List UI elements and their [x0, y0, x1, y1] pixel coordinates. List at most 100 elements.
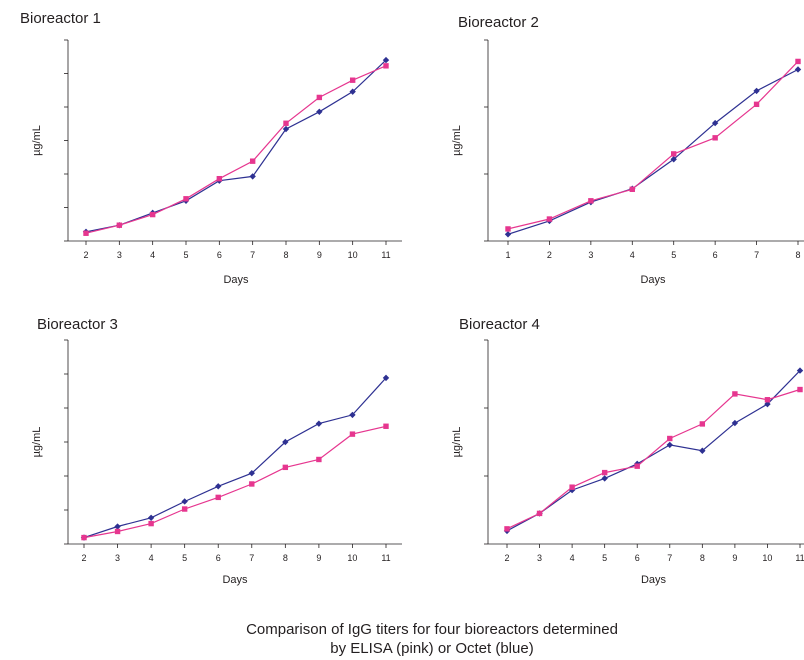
- elisa-series-point: [699, 421, 706, 427]
- octet-series-line: [83, 377, 387, 539]
- octet-series-point: [181, 498, 188, 505]
- x-axis-label: Days: [222, 574, 248, 586]
- chart-title: Bioreactor 4: [459, 316, 540, 333]
- x-tick-label: 5: [183, 250, 188, 260]
- octet-series-point: [794, 66, 802, 73]
- y-axis-label: µg/mL: [451, 427, 463, 458]
- elisa-series-point: [216, 175, 223, 182]
- elisa-series-point: [764, 397, 771, 403]
- x-axis-label: Days: [223, 274, 249, 286]
- chart-bioreactor-2: Bioreactor 2 1 2 3 4 5 6 7 8 Days µg/mL: [451, 14, 804, 286]
- x-tick-label: 4: [570, 553, 575, 563]
- x-tick-label: 4: [149, 553, 154, 563]
- elisa-series-point: [149, 211, 156, 218]
- elisa-series-point: [505, 226, 511, 232]
- x-axis-label: Days: [640, 274, 666, 286]
- x-axis-label: Days: [641, 574, 667, 586]
- elisa-series-point: [634, 463, 640, 469]
- elisa-series-point: [667, 435, 673, 442]
- octet-series-point: [114, 523, 121, 530]
- x-tick-label: 5: [182, 553, 187, 563]
- x-tick-label: 8: [700, 553, 705, 563]
- x-tick-label: 9: [317, 250, 322, 260]
- elisa-series-line: [506, 388, 801, 530]
- octet-series-point: [349, 88, 356, 95]
- elisa-series-point: [797, 386, 803, 393]
- elisa-series-point: [114, 528, 121, 535]
- x-tick-label: 3: [537, 553, 542, 563]
- elisa-series-point: [215, 494, 221, 501]
- chart-title: Bioreactor 1: [20, 10, 101, 27]
- octet-series-point: [753, 87, 760, 95]
- elisa-series-point: [536, 510, 543, 517]
- elisa-series-line: [507, 60, 799, 230]
- x-tick-label: 6: [216, 553, 221, 563]
- x-tick-label: 5: [671, 250, 676, 260]
- elisa-series-point: [349, 431, 356, 437]
- y-axis-label: µg/mL: [451, 125, 463, 156]
- elisa-series-point: [249, 481, 255, 487]
- octet-series-point: [504, 231, 512, 238]
- x-tick-label: 6: [635, 553, 640, 563]
- x-tick-label: 6: [713, 250, 718, 260]
- x-tick-label: 11: [795, 553, 804, 563]
- octet-series-point: [316, 108, 323, 115]
- octet-series-point: [248, 469, 255, 477]
- x-tick-label: 7: [754, 250, 759, 260]
- elisa-series-point: [349, 77, 356, 83]
- octet-series-point: [764, 400, 771, 408]
- octet-series-point: [796, 367, 804, 374]
- caption-line-1: Comparison of IgG titers for four biorea…: [246, 621, 618, 638]
- y-axis-label: µg/mL: [31, 427, 43, 458]
- octet-series-point: [282, 125, 290, 133]
- x-tick-label: 2: [83, 250, 88, 260]
- x-tick-label: 9: [316, 553, 321, 563]
- elisa-series-point: [116, 222, 123, 228]
- elisa-series-point: [712, 135, 718, 141]
- elisa-series-point: [316, 456, 322, 463]
- elisa-series-point: [83, 230, 89, 236]
- octet-series-point: [349, 411, 356, 419]
- caption-line-2: by ELISA (pink) or Octet (blue): [330, 640, 534, 657]
- elisa-series-point: [181, 506, 188, 512]
- octet-series-point: [249, 173, 256, 180]
- elisa-series-point: [249, 158, 256, 164]
- chart-grid: Bioreactor 1 2 3 4 5 6 7 8 9 10 11 Days µg/mL Bioreac…: [20, 10, 804, 586]
- octet-series-line: [85, 59, 387, 233]
- x-tick-label: 8: [795, 250, 800, 260]
- octet-series-point: [711, 119, 719, 127]
- elisa-series-point: [383, 423, 389, 429]
- elisa-series-point: [504, 526, 510, 532]
- elisa-series-point: [732, 391, 738, 397]
- x-tick-label: 7: [249, 553, 254, 563]
- x-tick-label: 2: [81, 553, 86, 563]
- x-tick-label: 8: [283, 553, 288, 563]
- elisa-series-point: [81, 534, 87, 541]
- x-tick-label: 3: [588, 250, 593, 260]
- elisa-series-point: [753, 101, 760, 108]
- x-tick-label: 7: [250, 250, 255, 260]
- chart-title: Bioreactor 2: [458, 14, 539, 31]
- x-tick-label: 6: [217, 250, 222, 260]
- elisa-series-point: [671, 151, 677, 157]
- x-tick-label: 4: [630, 250, 635, 260]
- chart-bioreactor-3: Bioreactor 3 2 3 4 5 6 7 8 9 10 11 Days µg/mL: [31, 316, 402, 586]
- octet-series-point: [382, 56, 390, 64]
- x-tick-label: 10: [348, 250, 358, 260]
- x-tick-label: 2: [504, 553, 509, 563]
- x-tick-label: 9: [732, 553, 737, 563]
- elisa-series-point: [629, 186, 635, 192]
- x-tick-label: 11: [381, 553, 390, 563]
- x-tick-label: 10: [347, 553, 357, 563]
- octet-series-point: [282, 438, 289, 446]
- elisa-series-point: [795, 58, 801, 65]
- elisa-series-point: [569, 484, 575, 490]
- elisa-series-point: [148, 520, 154, 527]
- chart-bioreactor-1: Bioreactor 1 2 3 4 5 6 7 8 9 10 11 Days µg/mL: [20, 10, 402, 286]
- x-tick-label: 5: [602, 553, 607, 563]
- octet-series-line: [507, 68, 799, 235]
- elisa-series-point: [588, 198, 594, 204]
- octet-series-point: [601, 475, 608, 482]
- x-tick-label: 7: [667, 553, 672, 563]
- x-tick-label: 10: [762, 553, 772, 563]
